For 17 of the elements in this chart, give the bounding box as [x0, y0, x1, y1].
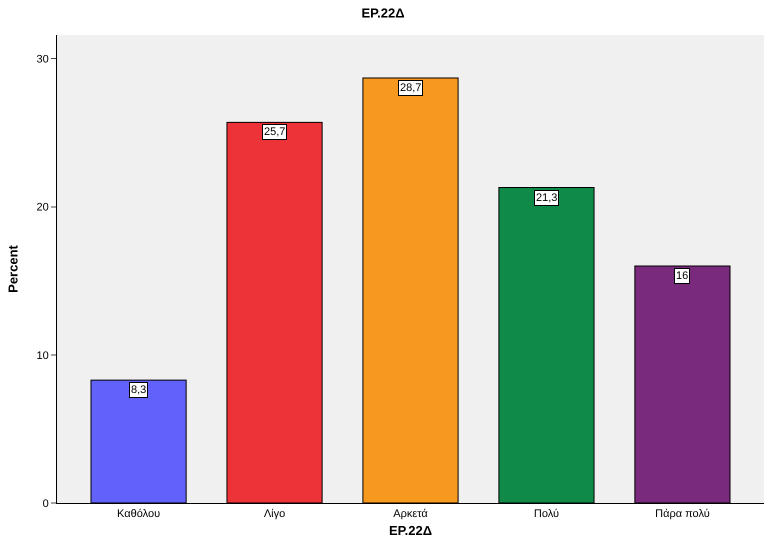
y-tick-label: 20 [36, 202, 49, 214]
data-label: 8,3 [131, 384, 146, 396]
data-label: 16 [676, 270, 688, 282]
x-tick-label: Λίγο [264, 508, 286, 520]
data-label: 21,3 [536, 192, 558, 204]
y-tick-label: 10 [36, 350, 49, 362]
x-tick-label: Καθόλου [117, 508, 160, 520]
y-axis-title: Percent [6, 244, 20, 293]
x-axis-title: EP.22Δ [388, 522, 432, 538]
x-tick-label: Πάρα πολύ [655, 508, 710, 520]
x-tick-label: Αρκετά [393, 508, 428, 520]
data-label: 28,7 [400, 82, 422, 94]
y-tick-label: 0 [42, 498, 49, 510]
y-tick-label: 30 [36, 54, 49, 66]
chart-title: EP.22Δ [361, 5, 405, 20]
x-tick-label: Πολύ [534, 508, 560, 520]
data-label: 25,7 [264, 126, 286, 138]
